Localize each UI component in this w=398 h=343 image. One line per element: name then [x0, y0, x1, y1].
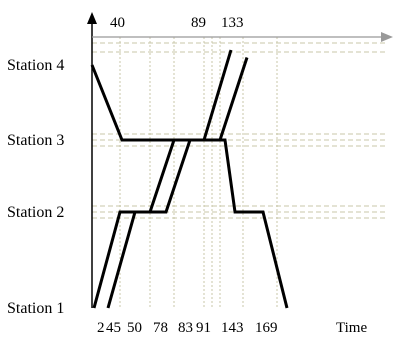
x-tick-label: 50: [127, 320, 142, 336]
x-tick-label: 143: [221, 320, 244, 336]
series-line-3: [106, 57, 249, 309]
y-tick-label: Station 1: [7, 300, 64, 317]
y-tick-label: Station 3: [7, 132, 64, 149]
x-tick-label: 2: [97, 320, 105, 336]
reference-guides: [92, 37, 385, 308]
top-tick-label: 89: [191, 15, 206, 31]
y-tick-label: Station 2: [7, 204, 64, 221]
y-tick-label: Station 4: [7, 57, 64, 74]
top-axis-arrow: [381, 32, 393, 42]
x-tick-label: 83: [178, 320, 193, 336]
x-tick-label: 45: [106, 320, 121, 336]
x-axis-label: Time: [336, 320, 367, 336]
top-tick-label: 133: [221, 15, 244, 31]
x-tick-label: 78: [153, 320, 168, 336]
y-axis-arrow: [87, 12, 97, 24]
series-line-2: [92, 49, 233, 309]
top-tick-label: 40: [110, 15, 125, 31]
x-tick-label: 91: [196, 320, 211, 336]
x-tick-label: 169: [255, 320, 278, 336]
series-group: [90, 49, 289, 309]
series-line-1: [90, 64, 289, 309]
